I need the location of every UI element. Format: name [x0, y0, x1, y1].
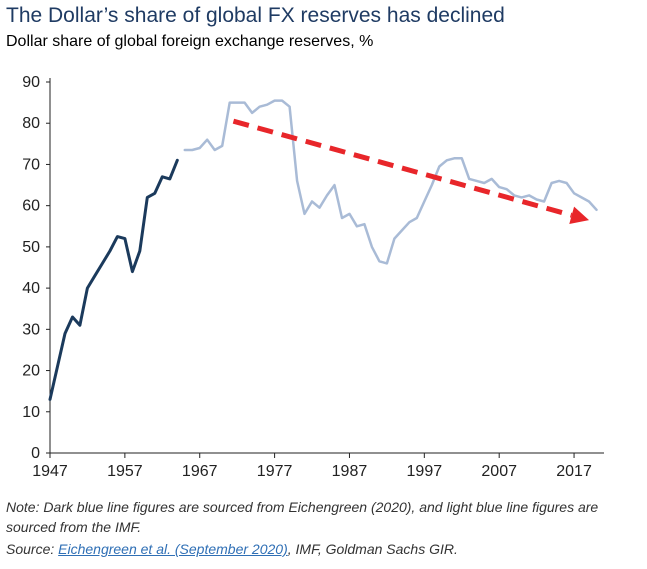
y-tick-label: 40: [22, 280, 40, 297]
trend-arrow-shaft: [232, 118, 573, 218]
chart-title: The Dollar’s share of global FX reserves…: [6, 4, 505, 27]
y-tick-label: 20: [22, 363, 40, 380]
y-tick-label: 60: [22, 198, 40, 215]
y-tick-label: 10: [22, 404, 40, 421]
trend-arrow-head: [569, 206, 590, 224]
x-tick-label: 2007: [481, 463, 517, 480]
source-link[interactable]: Eichengreen et al. (September 2020): [58, 541, 288, 557]
source-suffix: , IMF, Goldman Sachs GIR.: [287, 541, 458, 557]
series-line-imf: [183, 99, 598, 265]
series-line-eichengreen: [48, 158, 179, 401]
x-tick-label: 1957: [107, 463, 143, 480]
x-tick-label: 1997: [407, 463, 443, 480]
x-tick-label: 1947: [32, 463, 68, 480]
y-tick-label: 70: [22, 156, 40, 173]
x-tick-label: 1977: [257, 463, 293, 480]
y-tick-label: 80: [22, 115, 40, 132]
line-chart: 0 10 20 30 40 50 60 70 80 90 1947 1957 1967 1977 1987 1…: [22, 74, 604, 480]
y-tick-label: 0: [31, 445, 40, 462]
chart-note: Note: Dark blue line figures are sourced…: [6, 499, 599, 535]
x-tick-label: 2017: [556, 463, 592, 480]
y-tick-label: 30: [22, 321, 40, 338]
y-tick-label: 50: [22, 239, 40, 256]
source-prefix: Source:: [6, 541, 59, 557]
chart-subtitle: Dollar share of global foreign exchange …: [6, 33, 374, 50]
chart-source: Source: Eichengreen et al. (September 20…: [6, 541, 458, 557]
x-tick-label: 1967: [182, 463, 218, 480]
x-tick-label: 1987: [332, 463, 368, 480]
y-tick-label: 90: [22, 74, 40, 91]
